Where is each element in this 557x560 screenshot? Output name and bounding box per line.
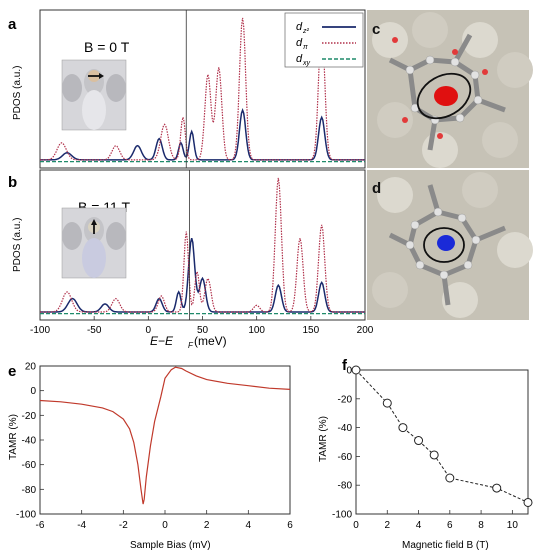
f-xtick-label: 2: [384, 520, 390, 531]
f-xtick-label: 4: [416, 520, 422, 531]
ab-xtick-label: 50: [197, 325, 209, 336]
panel-letter-d: d: [372, 180, 381, 197]
panel-b-inset: B = 11 T: [61, 199, 130, 279]
e-ytick-label: -20: [22, 411, 37, 422]
panel-a-legend: d z² d π d xy: [284, 12, 364, 68]
panel-a-field-label: B = 0 T: [84, 39, 130, 55]
tamr-field-point: [429, 450, 439, 460]
panel-c-image: c: [367, 10, 533, 168]
panel-e-frame: [39, 365, 291, 515]
legend-dz2-label: d: [296, 21, 303, 33]
f-ytick-label: -80: [338, 481, 353, 492]
e-ytick-label: -100: [16, 510, 36, 521]
e-ytick-label: -40: [22, 436, 37, 447]
e-xtick-label: -4: [77, 520, 86, 531]
tamr-field-point: [351, 365, 361, 375]
panel-b-ylabel: PDOS (a.u.): [12, 218, 23, 272]
f-ytick-label: 0: [346, 366, 352, 377]
legend-dpi-label: d: [296, 37, 303, 49]
legend-dxy-sub: xy: [302, 60, 311, 67]
e-xtick-label: -2: [119, 520, 128, 531]
panel-letter-b: b: [8, 174, 17, 191]
legend-dz2-sub: z²: [302, 28, 310, 35]
e-xtick-label: 4: [246, 520, 252, 531]
ab-xtick-label: 200: [357, 325, 374, 336]
tamr-field-line: [355, 369, 529, 503]
tamr-field-point: [523, 497, 533, 507]
f-ytick-label: -60: [338, 452, 353, 463]
f-xtick-label: 10: [507, 520, 519, 531]
e-ytick-label: 0: [30, 386, 36, 397]
panel-a-ylabel: PDOS (a.u.): [12, 66, 23, 120]
ab-xtick-label: -100: [30, 325, 50, 336]
panel-ab-xlabel: E−E: [150, 334, 174, 348]
panel-ab-xaxis: -100 -50 0 50 100 150 200: [30, 316, 374, 336]
ab-xtick-label: -50: [87, 325, 102, 336]
e-ytick-label: -80: [22, 485, 37, 496]
panel-f-ylabel: TAMR (%): [318, 416, 329, 462]
tamr-field-point: [492, 483, 502, 493]
panel-e-xlabel: Sample Bias (mV): [130, 540, 211, 551]
e-xtick-label: -6: [36, 520, 45, 531]
e-xtick-label: 6: [287, 520, 293, 531]
legend-dpi-sub: π: [303, 44, 308, 51]
panel-ab-xlabel-sub: F: [188, 341, 194, 350]
panel-f-frame: [355, 369, 529, 515]
pdos-line-dpi: [40, 177, 365, 313]
ab-xtick-label: 100: [248, 325, 265, 336]
panel-b-plot: [40, 170, 365, 320]
legend-dxy-label: d: [296, 53, 303, 65]
tamr-field-point: [382, 398, 392, 408]
panel-f-xlabel: Magnetic field B (T): [402, 540, 489, 551]
f-ytick-label: -20: [338, 394, 353, 405]
tamr-field-point: [414, 436, 424, 446]
ab-xtick-label: 150: [302, 325, 319, 336]
e-ytick-label: 20: [25, 362, 37, 373]
f-xtick-label: 0: [353, 520, 359, 531]
panel-letter-a: a: [8, 16, 17, 33]
panel-letter-c: c: [372, 21, 380, 38]
f-ytick-label: -100: [332, 510, 352, 521]
f-xtick-label: 8: [478, 520, 484, 531]
panel-a-plot: [40, 10, 365, 168]
tamr-bias-line: [39, 366, 291, 505]
panel-d-image: d: [367, 170, 533, 320]
tamr-field-point: [398, 423, 408, 433]
panel-f-plot: 0 2 4 6 8 10 0 -20 -40 -60 -80 -100: [332, 365, 533, 531]
f-ytick-label: -40: [338, 423, 353, 434]
e-ytick-label: -60: [22, 460, 37, 471]
panel-letter-e: e: [8, 363, 16, 380]
e-xtick-label: 2: [204, 520, 210, 531]
f-xtick-label: 6: [447, 520, 453, 531]
panel-e-ylabel: TAMR (%): [8, 414, 19, 460]
e-xtick-label: 0: [162, 520, 168, 531]
panel-ab-xlabel-unit: (meV): [194, 334, 227, 348]
ab-xtick-label: 0: [146, 325, 152, 336]
pdos-line-dpi: [40, 17, 365, 161]
panel-a-inset: B = 0 T: [61, 39, 130, 131]
tamr-field-point: [445, 473, 455, 483]
panel-letter-f: f: [342, 357, 348, 374]
